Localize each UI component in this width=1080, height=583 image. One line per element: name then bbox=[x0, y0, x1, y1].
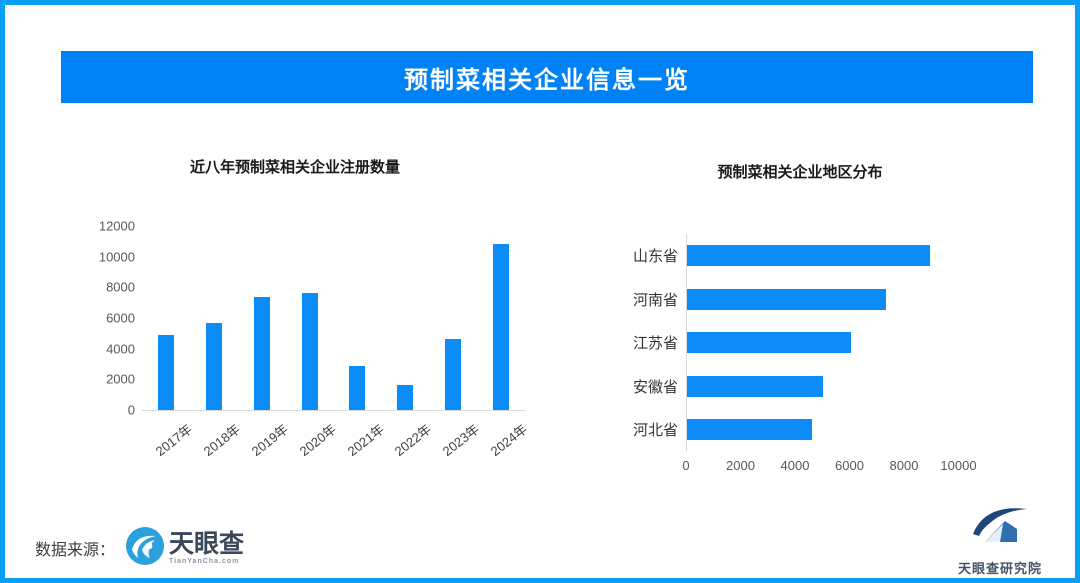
registrations-chart-x-labels: 2017年 2018年 2019年 2020年 2021年 2022年 2023年 2024年 bbox=[142, 415, 530, 477]
registrations-chart-title: 近八年预制菜相关企业注册数量 bbox=[189, 159, 400, 176]
province-label: 安徽省 bbox=[632, 378, 678, 396]
year-bar bbox=[493, 244, 510, 410]
bar-slot bbox=[334, 226, 382, 410]
x-label-slot: 2020年 bbox=[286, 415, 338, 477]
bar-slot bbox=[238, 226, 286, 410]
province-bar bbox=[687, 288, 886, 310]
tianyancha-url: TianYanCha.com bbox=[169, 557, 240, 565]
y-tick-label: 10000 bbox=[98, 249, 135, 265]
x-tick-label: 0 bbox=[682, 458, 690, 473]
y-tick-label: 6000 bbox=[106, 310, 135, 326]
x-tick-label: 6000 bbox=[835, 458, 864, 473]
x-label-slot: 2019年 bbox=[238, 415, 290, 477]
bar-slot bbox=[429, 226, 477, 410]
x-tick-label: 2024年 bbox=[487, 421, 531, 459]
bar-slot bbox=[286, 226, 334, 410]
bar-slot bbox=[381, 226, 429, 410]
bar-slot bbox=[477, 226, 525, 410]
bar-slot bbox=[190, 226, 238, 410]
page-title: 预制菜相关企业信息一览 bbox=[404, 66, 690, 94]
province-bar bbox=[687, 245, 930, 266]
registrations-chart-plot bbox=[142, 226, 525, 411]
registrations-chart-y-axis: 0 2000 4000 6000 8000 10000 12000 bbox=[77, 219, 135, 418]
year-bar bbox=[301, 292, 318, 410]
province-label: 河南省 bbox=[632, 291, 678, 309]
x-label-slot: 2023年 bbox=[429, 415, 482, 477]
province-bar bbox=[687, 419, 813, 440]
province-bar bbox=[687, 332, 851, 353]
x-label-slot: 2018年 bbox=[190, 415, 243, 477]
year-bar bbox=[253, 297, 270, 410]
province-label: 江苏省 bbox=[632, 335, 678, 353]
province-row: 河南省 bbox=[625, 278, 1045, 322]
y-tick-label: 4000 bbox=[106, 341, 135, 357]
title-banner: 预制菜相关企业信息一览 bbox=[61, 51, 1033, 103]
y-tick-label: 0 bbox=[127, 402, 135, 418]
province-label: 河北省 bbox=[632, 422, 678, 440]
research-institute-name: 天眼查研究院 bbox=[957, 561, 1042, 576]
y-tick-label: 2000 bbox=[106, 371, 135, 387]
tianyancha-name: 天眼查 bbox=[169, 529, 245, 558]
research-institute-logo: 天眼查研究院 bbox=[935, 500, 1065, 577]
x-tick-label: 8000 bbox=[889, 458, 919, 473]
region-chart-plot: 山东省河南省江苏省安徽省河北省 0 2000 4000 6000 8000 10000 bbox=[625, 234, 1045, 484]
region-chart-axis-line bbox=[686, 234, 687, 451]
province-row: 安徽省 bbox=[625, 365, 1045, 409]
province-label: 山东省 bbox=[632, 248, 678, 266]
year-bar bbox=[157, 334, 174, 410]
x-tick-label: 4000 bbox=[780, 458, 810, 473]
year-bar bbox=[205, 322, 222, 410]
research-institute-icon bbox=[969, 500, 1031, 555]
province-row: 河北省 bbox=[625, 408, 1045, 452]
year-bar bbox=[397, 384, 414, 410]
tianyancha-logo: 天眼查 TianYanCha.com bbox=[125, 526, 244, 571]
y-tick-label: 12000 bbox=[98, 218, 135, 234]
tianyancha-logo-text: 天眼查 TianYanCha.com bbox=[169, 529, 245, 565]
x-label-slot: 2022年 bbox=[381, 415, 434, 477]
province-row: 山东省 bbox=[625, 234, 1045, 278]
data-source: 数据来源： 天眼查 TianYanCha.com bbox=[35, 522, 244, 574]
bar-slot bbox=[142, 226, 190, 410]
x-label-slot: 2021年 bbox=[334, 415, 386, 477]
tianyancha-eye-icon bbox=[125, 526, 165, 571]
data-source-label: 数据来源： bbox=[35, 542, 116, 559]
x-label-slot: 2017年 bbox=[142, 415, 195, 477]
province-row: 江苏省 bbox=[625, 321, 1045, 365]
x-tick-label: 2000 bbox=[726, 458, 755, 473]
province-bar bbox=[687, 375, 824, 397]
year-bar bbox=[349, 365, 366, 410]
x-tick-label: 10000 bbox=[940, 458, 977, 473]
x-label-slot: 2024年 bbox=[477, 415, 530, 477]
region-chart-title: 预制菜相关企业地区分布 bbox=[717, 164, 883, 181]
year-bar bbox=[445, 339, 462, 410]
y-tick-label: 8000 bbox=[106, 279, 135, 295]
